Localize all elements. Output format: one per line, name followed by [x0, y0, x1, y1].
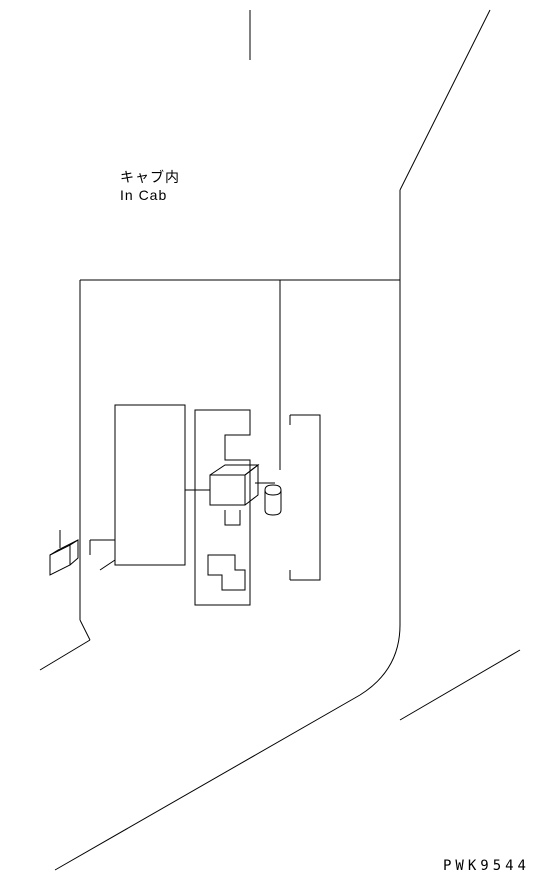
middle-cube-side	[245, 465, 258, 505]
label-japanese: キャブ内	[120, 168, 180, 186]
small-cube-side	[70, 540, 78, 565]
right-panel-outline	[290, 415, 320, 580]
outline-right-diagonal-top	[400, 10, 490, 190]
center-bracket-notch	[208, 555, 245, 590]
middle-cube-bottom-tab	[225, 510, 240, 525]
outline-bottom-diagonal	[55, 695, 360, 870]
left-panel	[115, 405, 185, 565]
drawing-code: PWK9544	[443, 858, 530, 874]
cylinder-body	[265, 485, 281, 515]
label-english: In Cab	[120, 186, 167, 204]
diagram-svg	[0, 0, 542, 882]
cylinder-top-ellipse	[265, 490, 281, 495]
frame-bottom-seg2	[40, 640, 90, 670]
middle-cube-front	[210, 475, 245, 505]
outline-corner-line	[400, 650, 520, 720]
technical-diagram: キャブ内 In Cab PWK9544	[0, 0, 542, 882]
frame-bottom-seg1	[80, 620, 90, 640]
outline-right-curve	[360, 625, 400, 695]
left-panel-wire3	[100, 560, 115, 570]
